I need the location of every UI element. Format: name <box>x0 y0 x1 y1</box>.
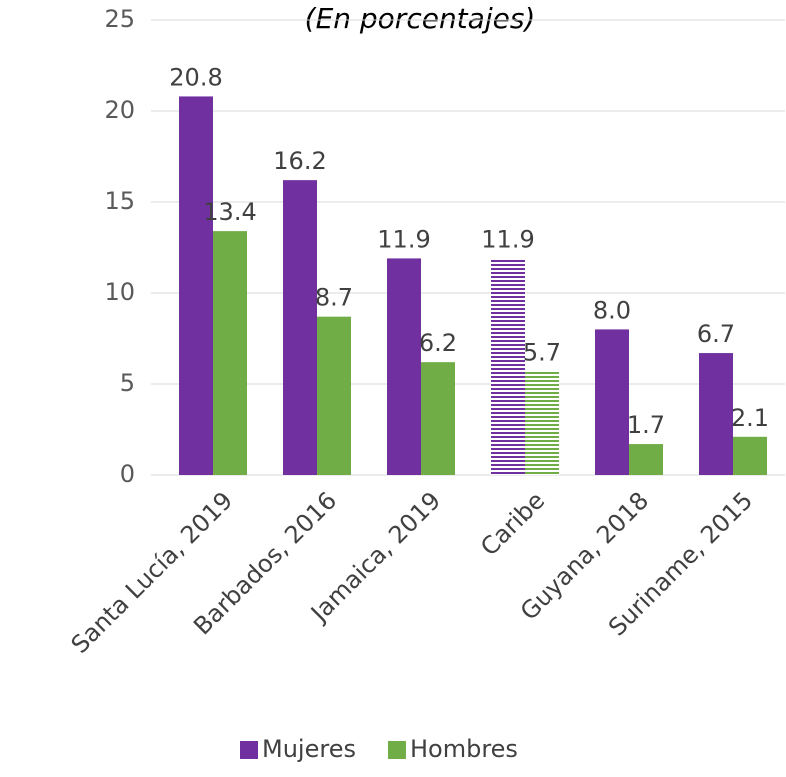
bar <box>491 258 525 475</box>
legend-swatch <box>240 741 258 759</box>
legend-swatch <box>387 741 406 759</box>
chart-subtitle: (En porcentajes) <box>305 2 536 35</box>
y-tick-label: 10 <box>104 278 135 306</box>
y-tick-label: 5 <box>120 369 135 397</box>
value-label: 16.2 <box>273 147 326 175</box>
bar <box>421 362 455 475</box>
value-label: 8.0 <box>593 296 631 324</box>
bar <box>317 316 351 475</box>
value-label: 20.8 <box>169 63 222 91</box>
value-label: 1.7 <box>627 411 665 439</box>
x-tick-label: Caribe <box>475 486 550 561</box>
bar <box>283 180 317 475</box>
y-tick-label: 20 <box>104 96 135 124</box>
y-tick-label: 15 <box>104 187 135 215</box>
value-label: 2.1 <box>731 404 769 432</box>
bar <box>629 444 663 475</box>
bar <box>733 436 767 475</box>
bar <box>525 371 559 475</box>
value-label: 5.7 <box>523 338 561 366</box>
legend-label: Mujeres <box>262 735 356 763</box>
bar <box>213 231 247 475</box>
y-tick-label: 0 <box>120 460 135 488</box>
bar <box>387 258 421 475</box>
y-tick-label: 25 <box>104 5 135 33</box>
legend-label: Hombres <box>410 735 518 763</box>
value-label: 11.9 <box>377 225 430 253</box>
value-label: 6.2 <box>419 329 457 357</box>
bar <box>595 329 629 475</box>
value-label: 6.7 <box>697 320 735 348</box>
value-label: 13.4 <box>203 198 256 226</box>
value-label: 11.9 <box>481 225 534 253</box>
value-label: 8.7 <box>315 284 353 312</box>
bar <box>699 353 733 475</box>
bar <box>179 96 213 475</box>
